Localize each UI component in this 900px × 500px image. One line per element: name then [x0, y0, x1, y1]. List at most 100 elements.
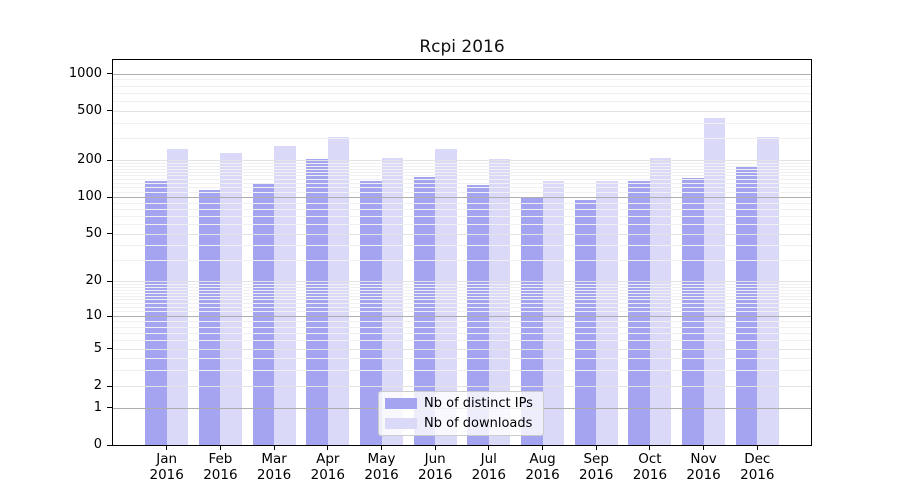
x-tick-label: Mar 2016 — [256, 451, 292, 483]
gridline-minor — [113, 172, 811, 173]
x-tick-label: May 2016 — [364, 451, 399, 483]
bar-distinct-ips-sep — [574, 199, 597, 445]
y-tick-label: 10 — [85, 308, 102, 324]
legend-item-distinct-ips: Nb of distinct IPs — [385, 394, 537, 414]
gridline-minor — [113, 290, 811, 291]
plot-content — [113, 60, 811, 445]
gridline-minor — [113, 284, 811, 285]
bar-distinct-ips-dec — [735, 167, 758, 445]
gridline-minor — [113, 245, 811, 246]
y-tick-label: 200 — [77, 152, 102, 167]
x-tick-label: Dec 2016 — [740, 451, 775, 483]
y-tick — [107, 315, 112, 317]
x-tick-label: Oct 2016 — [632, 451, 668, 483]
x-tick — [756, 446, 758, 450]
gridline-minor — [113, 175, 811, 176]
gridline-minor — [113, 216, 811, 217]
gridline-minor — [113, 192, 811, 193]
legend: Nb of distinct IPs Nb of downloads — [378, 391, 544, 436]
y-tick — [107, 348, 112, 350]
chart-title: Rcpi 2016 — [419, 37, 505, 57]
y-tick-label: 1 — [93, 399, 102, 415]
x-tick — [166, 446, 168, 450]
x-tick — [327, 446, 329, 450]
x-tick — [703, 446, 705, 450]
y-tick-label: 0 — [93, 437, 102, 452]
y-tick — [107, 407, 112, 409]
x-tick — [434, 446, 436, 450]
gridline-minor — [113, 123, 811, 124]
gridline-minor — [113, 224, 811, 225]
bar-distinct-ips-jan — [145, 181, 167, 445]
legend-swatch-downloads — [385, 418, 417, 429]
bar-downloads-jun — [435, 149, 457, 445]
gridline-minor — [113, 138, 811, 139]
y-tick — [107, 110, 112, 112]
x-tick — [488, 446, 490, 450]
gridline-minor — [113, 163, 811, 164]
x-tick — [542, 446, 543, 450]
gridline-minor — [113, 358, 811, 359]
gridline-minor — [113, 287, 811, 288]
gridline-minor — [113, 293, 811, 294]
x-tick — [649, 446, 651, 450]
y-tick — [107, 196, 112, 198]
gridline-minor — [113, 321, 811, 322]
x-tick-label: Jun 2016 — [418, 451, 453, 483]
legend-label-downloads: Nb of downloads — [424, 416, 533, 431]
gridline-minor — [113, 187, 811, 188]
gridline-minor — [113, 203, 811, 204]
bar-downloads-aug — [542, 181, 564, 445]
gridline-minor — [113, 340, 811, 341]
y-tick-label: 20 — [85, 273, 102, 289]
gridline-major — [113, 74, 811, 75]
bar-distinct-ips-apr — [306, 159, 328, 445]
y-tick-label: 1000 — [68, 65, 102, 81]
gridline-minor — [113, 296, 811, 297]
gridline-minor — [113, 86, 811, 87]
y-tick — [107, 233, 112, 235]
x-tick-label: Sep 2016 — [579, 451, 614, 483]
legend-item-downloads: Nb of downloads — [385, 414, 537, 434]
x-tick — [381, 446, 382, 450]
x-tick-label: Jan 2016 — [149, 451, 184, 483]
gridline-minor — [113, 169, 811, 170]
gridline-major — [113, 316, 811, 317]
y-tick-label: 500 — [77, 102, 102, 118]
y-tick-label: 100 — [77, 189, 102, 204]
gridline-minor — [113, 101, 811, 102]
legend-label-distinct-ips: Nb of distinct IPs — [424, 396, 533, 411]
bar-distinct-ips-oct — [628, 181, 650, 445]
gridline-minor — [113, 370, 811, 371]
x-tick-label: Nov 2016 — [686, 451, 721, 483]
gridline-minor — [113, 311, 811, 312]
gridline-minor — [113, 166, 811, 167]
legend-swatch-distinct-ips — [385, 398, 417, 409]
gridline-minor — [113, 307, 811, 308]
bar-downloads-oct — [649, 157, 672, 445]
gridline — [113, 160, 811, 161]
gridline — [113, 349, 811, 350]
bar-distinct-ips-jun — [413, 176, 436, 445]
y-tick-label: 2 — [93, 378, 102, 393]
gridline — [113, 386, 811, 387]
bar-downloads-may — [381, 158, 403, 445]
x-tick-label: Jul 2016 — [471, 451, 506, 483]
gridline-minor — [113, 299, 811, 300]
gridline-minor — [113, 333, 811, 334]
gridline-major — [113, 197, 811, 198]
x-tick — [219, 446, 221, 450]
y-tick — [107, 444, 112, 446]
gridline — [113, 111, 811, 112]
y-tick — [107, 280, 112, 282]
plot-area — [112, 59, 812, 446]
bar-downloads-sep — [596, 180, 618, 445]
y-tick-label: 5 — [93, 340, 102, 356]
gridline-minor — [113, 179, 811, 180]
gridline-minor — [113, 79, 811, 80]
y-tick-label: 50 — [85, 225, 102, 241]
gridline-minor — [113, 93, 811, 94]
bar-distinct-ips-jul — [467, 184, 489, 445]
y-tick — [107, 385, 112, 387]
